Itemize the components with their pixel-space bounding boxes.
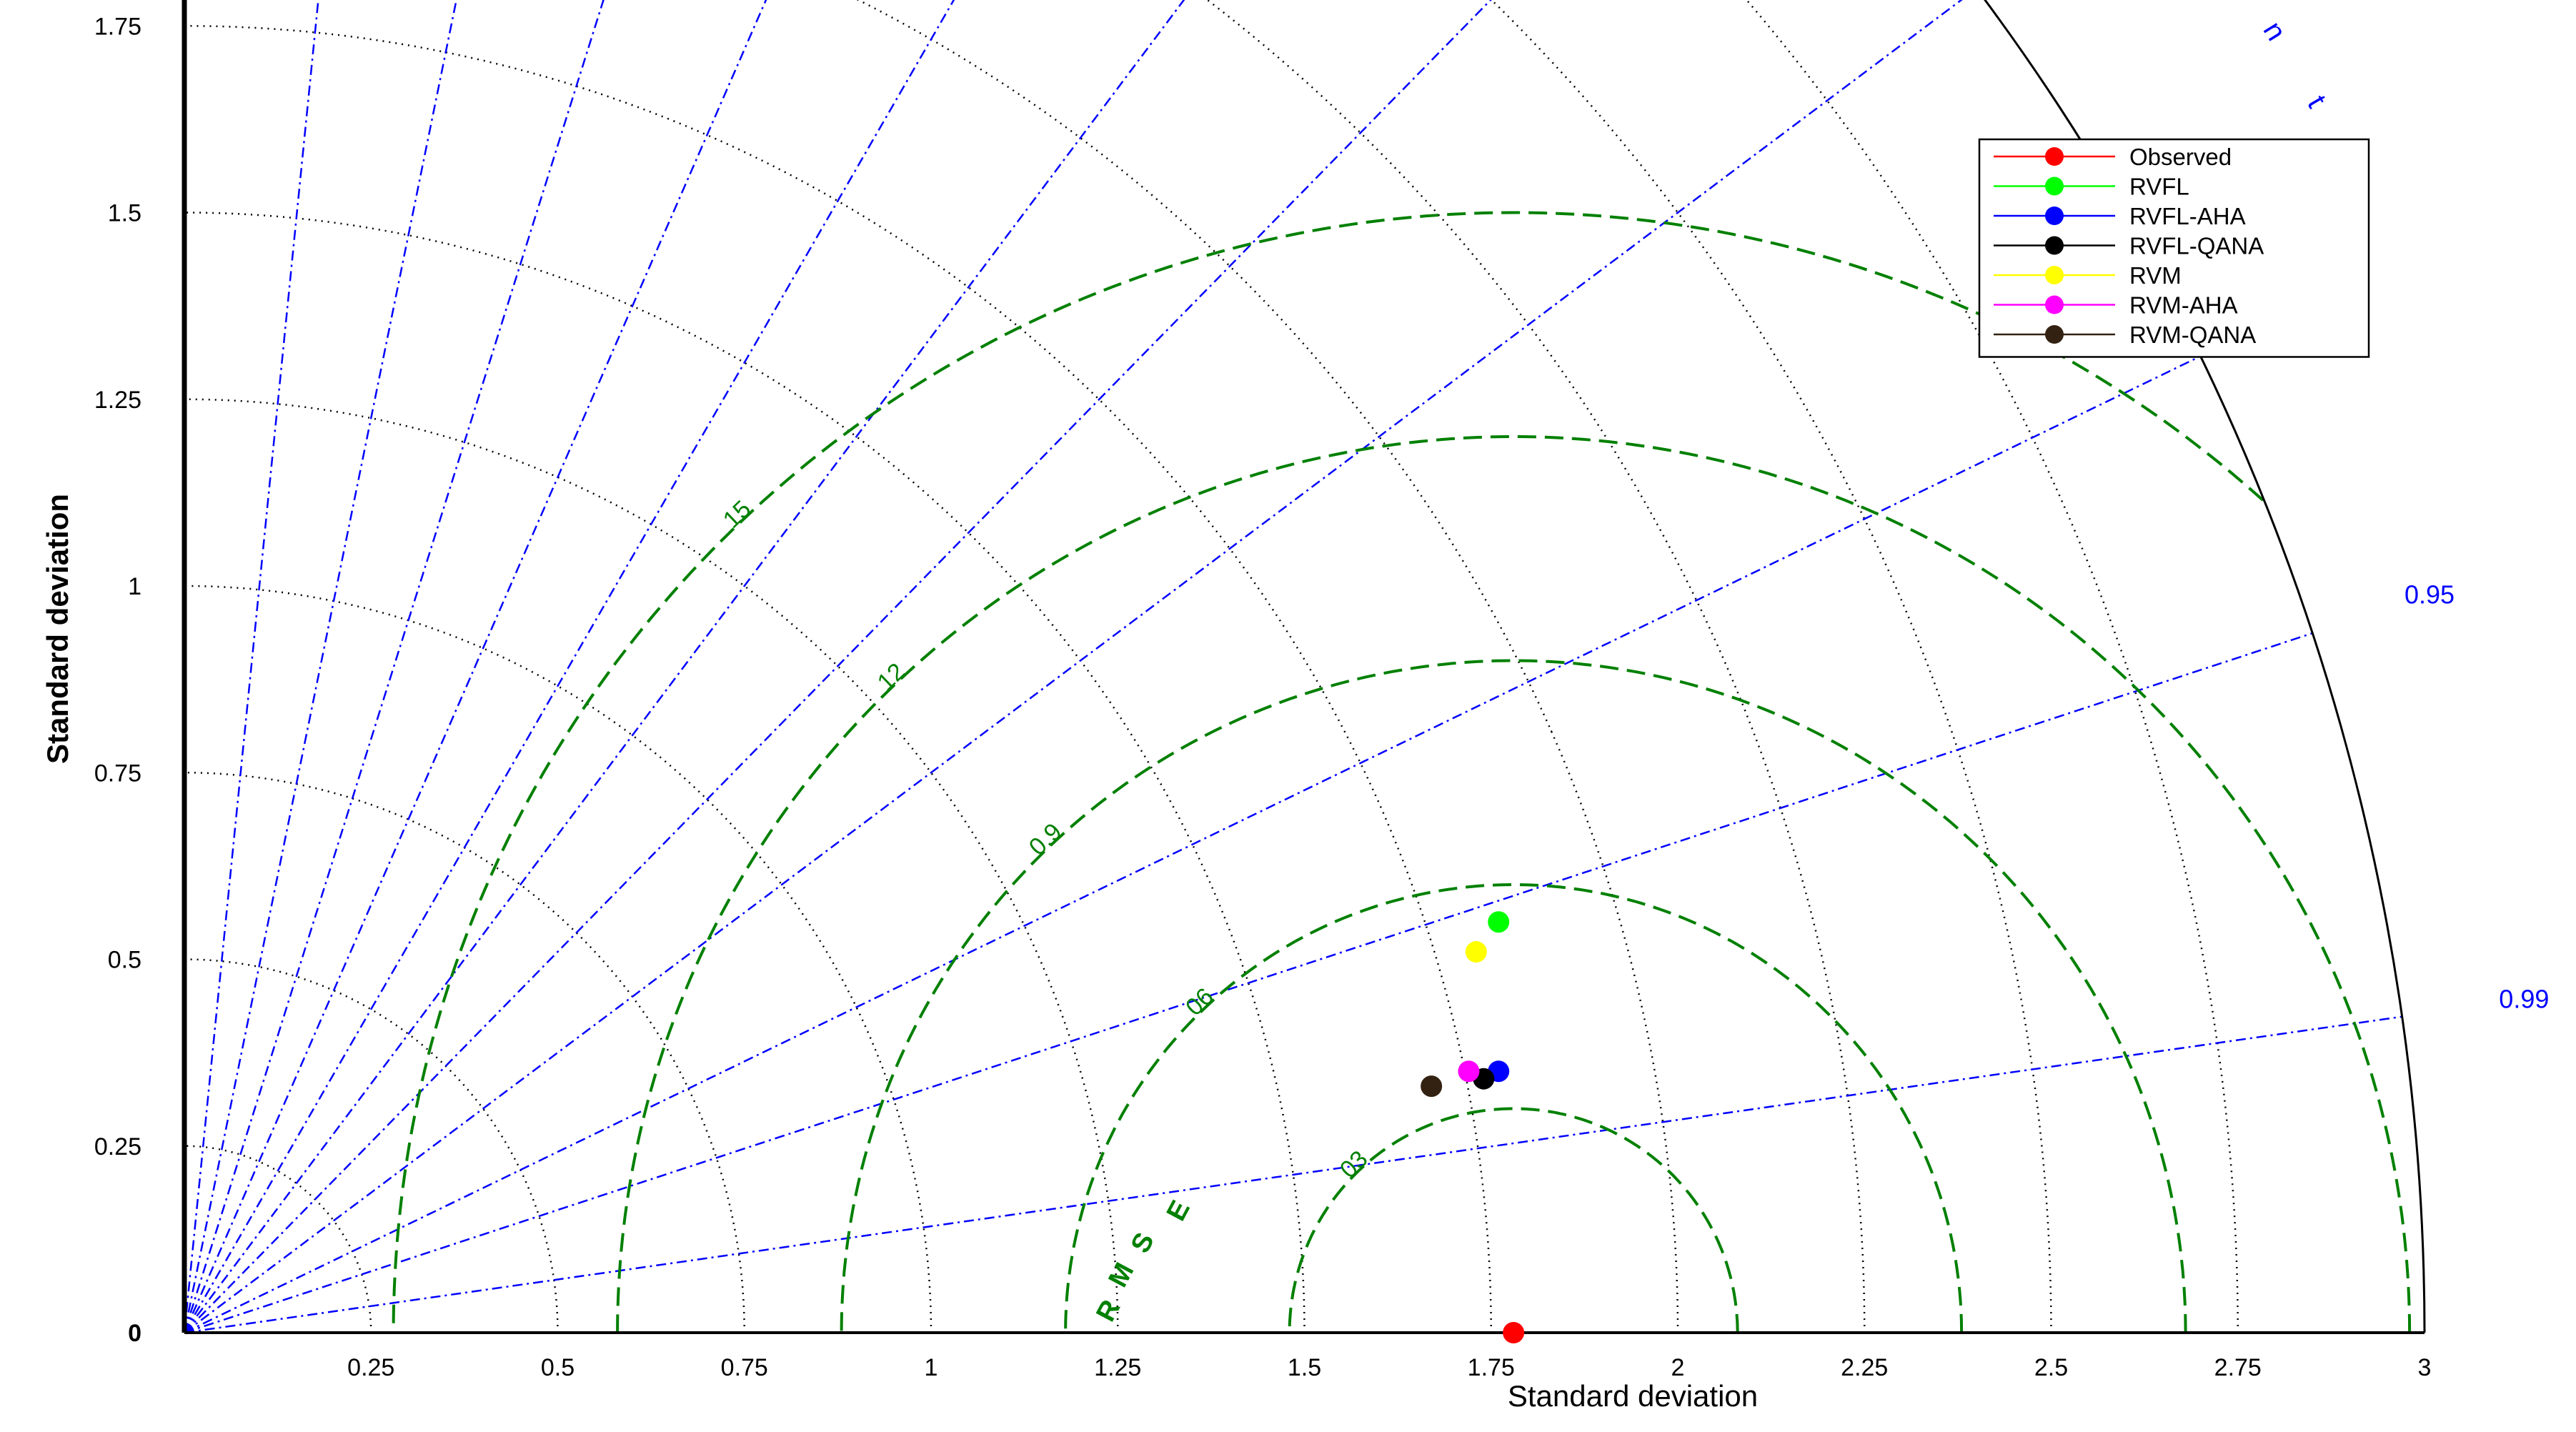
corr-line-0-3: [183, 0, 605, 1333]
x-tick-label: 2.25: [1841, 1354, 1888, 1381]
rmse-tick-label: 06: [1180, 983, 1219, 1021]
x-tick-label: 1.75: [1468, 1354, 1515, 1381]
legend-label-rvm-aha: RVM-AHA: [2129, 292, 2238, 319]
x-tick-label: 1.25: [1094, 1354, 1141, 1381]
legend-marker-rvfl: [2045, 176, 2064, 196]
y-tick-label: 1.25: [94, 387, 141, 414]
rmse-tick-label: 12: [872, 658, 911, 697]
x-tick-label: 2.5: [2034, 1354, 2068, 1381]
corr-line-0-2: [183, 0, 457, 1333]
points-layer: [1421, 911, 1525, 1343]
legend-label-rvfl-qana: RVFL-QANA: [2129, 233, 2264, 259]
rmse-contour-0-9: [840, 659, 2187, 1333]
rmse-contour-1-5: [392, 211, 2264, 1333]
rmse-tick-label: 15: [718, 495, 757, 534]
legend-marker-rvm: [2045, 266, 2064, 284]
y-tick-label: 1: [128, 573, 141, 600]
rmse-letter: M: [1103, 1258, 1140, 1293]
std-arc-0-5: [184, 958, 559, 1333]
rmse-contour-1-2: [616, 434, 2412, 1333]
legend-marker-rvfl-qana: [2045, 236, 2064, 255]
legend-marker-rvm-qana: [2045, 325, 2064, 344]
legend-marker-rvm-aha: [2045, 295, 2064, 314]
grid-layer: [183, 0, 2402, 1334]
y-tick-label: 1.75: [94, 13, 141, 40]
rmse-tick-label: 03: [1335, 1145, 1373, 1184]
legend-label-rvfl-aha: RVFL-AHA: [2129, 203, 2246, 229]
std-arc-0-25: [184, 1145, 372, 1333]
outer-arc: [1984, 0, 2426, 1333]
corr-line-0-95: [184, 632, 2313, 1334]
y-tick-label: 0.5: [108, 947, 141, 974]
std-arc-1-25: [184, 398, 1119, 1333]
legend-label-observed: Observed: [2129, 144, 2232, 170]
std-arc-1: [184, 585, 933, 1333]
std-arc-1-5: [184, 212, 1306, 1333]
x-tick-label: 0.25: [347, 1354, 394, 1381]
x-tick-label: 1: [925, 1354, 938, 1381]
axes-layer: [181, 0, 2426, 1334]
x-axis-title: Standard deviation: [1508, 1379, 1758, 1413]
point-rvm-qana: [1421, 1075, 1443, 1098]
corr-line-0-8: [184, 0, 1963, 1333]
x-tick-label: 0.75: [721, 1354, 768, 1381]
std-arc-2-75: [1745, 0, 2239, 1333]
point-rvfl: [1488, 911, 1510, 933]
legend: Observed RVFL RVFL-AHA RVFL-QANA RVM RVM-AHA R…: [1978, 138, 2370, 358]
corr-tick-label: 0.99: [2499, 984, 2549, 1013]
corr-line-0-4: [183, 0, 767, 1333]
std-arc-1-75: [184, 25, 1492, 1333]
x-tick-label: 0.5: [541, 1354, 575, 1381]
y-tick-label: 0.25: [94, 1133, 141, 1160]
rmse-letter: R: [1090, 1295, 1126, 1326]
corr-line-0-1: [183, 0, 319, 1333]
legend-label-rvm-qana: RVM-QANA: [2129, 322, 2256, 348]
rmse-letter: E: [1161, 1195, 1196, 1225]
y-axis-title: Standard deviation: [41, 494, 74, 764]
y-tick-label: 0.75: [94, 760, 141, 787]
std-arc-0-75: [184, 772, 745, 1333]
rmse-contour-0-3: [1288, 1107, 1739, 1333]
corr-line-0-7: [184, 0, 1492, 1333]
y-origin-label: 0: [128, 1320, 141, 1347]
legend-marker-observed: [2045, 147, 2064, 166]
point-rvm-aha: [1458, 1060, 1480, 1083]
rmse-letter: S: [1125, 1228, 1160, 1258]
legend-label-rvm: RVM: [2129, 262, 2182, 289]
corr-title-letter: t: [2301, 90, 2332, 113]
x-tick-label: 3: [2418, 1354, 2432, 1381]
corr-title-letter: n: [2257, 16, 2292, 46]
corr-line-0-9: [184, 355, 2202, 1334]
x-tick-label: 1.5: [1288, 1354, 1321, 1381]
rmse-tick-label: 0.9: [1024, 818, 1067, 861]
std-arc-2-5: [1490, 0, 2052, 1333]
corr-tick-label: 0.95: [2405, 580, 2455, 609]
corr-line-0-6: [184, 0, 1185, 1333]
y-tick-label: 1.5: [108, 200, 141, 227]
point-observed: [1503, 1322, 1525, 1343]
point-rvm: [1465, 941, 1487, 963]
legend-marker-rvfl-aha: [2045, 207, 2064, 225]
legend-label-rvfl: RVFL: [2129, 174, 2189, 200]
std-arc-2-25: [1205, 0, 1866, 1333]
corr-line-0-5: [183, 0, 955, 1333]
rmse-contour-0-6: [1064, 882, 1964, 1333]
x-tick-label: 2: [1671, 1354, 1685, 1381]
corr-line-0-99: [184, 1015, 2402, 1334]
legend-box: [1978, 138, 2370, 358]
x-tick-label: 2.75: [2214, 1354, 2262, 1381]
std-arc-2: [856, 0, 1679, 1333]
rmse-contours-layer: [392, 211, 2412, 1333]
